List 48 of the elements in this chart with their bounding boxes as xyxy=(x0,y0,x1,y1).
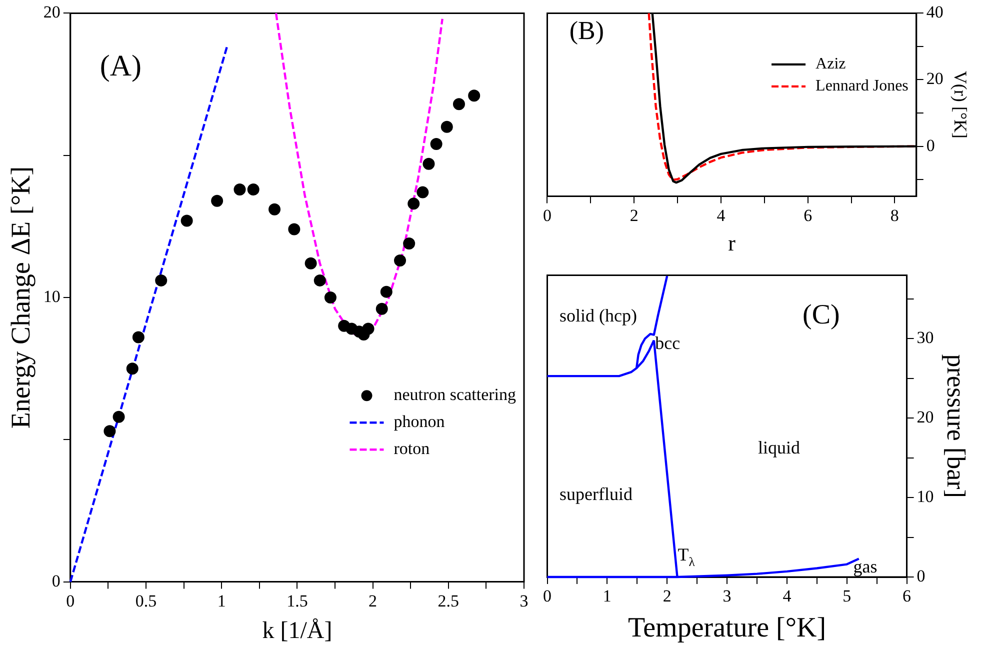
annotation: (A) xyxy=(100,50,142,83)
annotation: superfluid xyxy=(559,484,632,504)
y-tick-label: 30 xyxy=(916,328,934,348)
y-tick-label: 10 xyxy=(43,286,60,306)
legend-label: Aziz xyxy=(816,56,846,73)
y-axis-title: V(r) [°K] xyxy=(950,70,970,139)
x-tick-label: 0 xyxy=(543,586,552,606)
x-tick-label: 4 xyxy=(782,586,792,606)
x-tick-label: 8 xyxy=(890,206,899,225)
y-tick-label: 40 xyxy=(926,2,944,22)
y-axis-title: Energy Change ΔE [°K] xyxy=(5,166,36,429)
x-tick-label: 0.5 xyxy=(135,591,157,610)
x-tick-label: 2 xyxy=(630,206,638,225)
y-tick-label: 10 xyxy=(916,487,934,506)
annotation: liquid xyxy=(758,437,800,458)
x-tick-label: 0 xyxy=(543,206,552,225)
annotation: solid (hcp) xyxy=(559,305,637,326)
x-axis-title: Temperature [°K] xyxy=(628,612,826,644)
x-tick-label: 2.5 xyxy=(438,591,460,610)
y-tick-label: 20 xyxy=(43,2,60,22)
y-tick-label: 0 xyxy=(926,136,935,155)
y-tick-label: 0 xyxy=(52,571,60,590)
x-axis-title: r xyxy=(728,230,736,256)
y-tick-label: 20 xyxy=(926,69,944,88)
x-tick-label: 1 xyxy=(217,591,226,610)
legend-label: neutron scattering xyxy=(394,385,516,404)
x-tick-label: 3 xyxy=(722,586,732,606)
legend-label: roton xyxy=(394,439,430,458)
x-tick-label: 1.5 xyxy=(286,591,308,610)
annotation: (B) xyxy=(569,16,604,45)
x-tick-label: 6 xyxy=(804,206,812,225)
x-axis-title: k [1/Å] xyxy=(262,618,332,644)
annotation: (C) xyxy=(802,299,840,330)
x-tick-label: 2 xyxy=(368,591,378,610)
y-axis-title: pressure [bar] xyxy=(942,354,971,498)
x-tick-label: 6 xyxy=(902,586,912,606)
y-tick-label: 20 xyxy=(916,408,934,427)
x-tick-label: 0 xyxy=(66,591,75,610)
legend-label: phonon xyxy=(394,412,446,432)
annotation: bcc xyxy=(655,333,680,354)
x-tick-label: 3 xyxy=(520,591,528,610)
x-tick-label: 2 xyxy=(662,586,672,606)
annotation: gas xyxy=(853,556,878,576)
x-tick-label: 5 xyxy=(842,586,852,606)
y-tick-label: 0 xyxy=(916,566,926,586)
x-tick-label: 1 xyxy=(602,586,612,606)
x-tick-label: 4 xyxy=(716,206,726,225)
legend-label: Lennard Jones xyxy=(816,78,908,95)
